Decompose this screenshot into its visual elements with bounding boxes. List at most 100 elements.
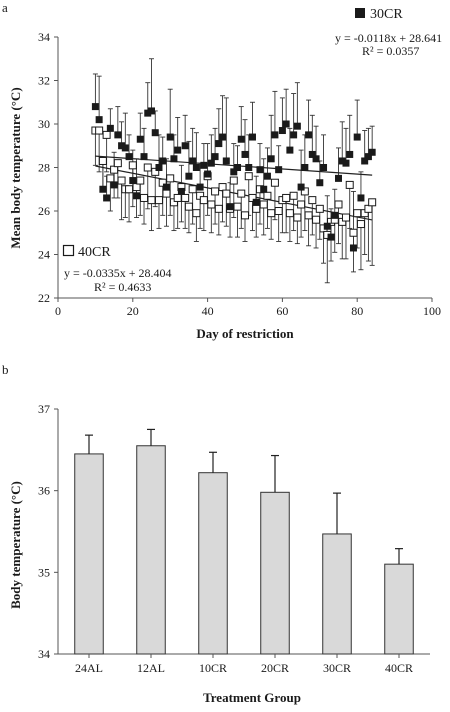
data-point-30CR (286, 146, 294, 154)
data-point-40CR (132, 183, 141, 192)
bar-10CR (198, 472, 228, 655)
data-point-40CR (315, 204, 324, 213)
data-point-30CR (162, 183, 170, 191)
data-point-40CR (192, 209, 201, 218)
data-point-30CR (234, 164, 242, 171)
data-point-40CR (166, 174, 175, 183)
data-point-30CR (245, 164, 253, 171)
data-point-30CR (278, 127, 286, 135)
data-point-40CR (263, 191, 272, 200)
x-tick-label: 20 (127, 304, 139, 318)
data-point-30CR (211, 153, 219, 161)
data-point-40CR (162, 189, 171, 198)
data-point-30CR (230, 168, 238, 176)
data-point-40CR (181, 193, 190, 202)
trendline-40CR (95, 165, 373, 221)
y-tick-label: 36 (38, 484, 50, 498)
data-point-30CR (267, 155, 275, 163)
data-point-30CR (200, 161, 208, 169)
data-point-40CR (349, 228, 358, 237)
data-point-30CR (174, 146, 182, 154)
data-point-40CR (188, 185, 197, 194)
data-point-30CR (290, 131, 298, 139)
data-point-40CR (128, 161, 137, 170)
data-point-30CR (297, 183, 305, 191)
data-point-30CR (185, 172, 193, 180)
series-40CR-error-bars (92, 130, 375, 284)
data-point-30CR (192, 164, 200, 171)
data-point-40CR (207, 200, 216, 209)
data-point-30CR (353, 133, 361, 141)
data-point-30CR (346, 150, 354, 158)
y-tick-label: 28 (38, 161, 50, 175)
data-point-30CR (133, 192, 141, 200)
panel-b-label: b (2, 362, 9, 377)
panel-a-scatter-chart: a Mean body temperature (°C) Day of rest… (2, 0, 442, 341)
bar-20CR (260, 491, 290, 655)
data-point-30CR (114, 131, 122, 139)
data-point-30CR (129, 177, 137, 185)
data-point-30CR (327, 233, 335, 241)
data-point-30CR (103, 194, 111, 202)
panel-b-bars (74, 428, 414, 655)
data-point-30CR (256, 166, 264, 174)
data-point-30CR (181, 142, 189, 150)
data-point-30CR (121, 144, 129, 152)
bar-24AL (74, 453, 104, 655)
panel-b-y-ticks: 34 35 36 37 (38, 402, 58, 661)
panel-a-x-axis-title: Day of restriction (196, 326, 294, 341)
data-point-30CR (335, 174, 342, 182)
data-point-40CR (214, 204, 223, 213)
y-tick-label: 26 (38, 204, 50, 218)
panel-b-y-axis-title: Body temperature (°C) (8, 481, 23, 609)
r-squared-30CR: R² = 0.0357 (362, 44, 419, 58)
equation-40CR: y = -0.0335x + 28.404 (64, 266, 172, 280)
data-point-40CR (353, 209, 362, 218)
x-tick-label-30CR: 30CR (323, 661, 351, 675)
data-point-30CR (357, 194, 365, 202)
y-tick-label: 30 (38, 117, 50, 131)
x-tick-label-12AL: 12AL (137, 661, 165, 675)
data-point-30CR (159, 157, 167, 165)
y-tick-label: 24 (38, 248, 50, 262)
data-point-30CR (316, 179, 324, 187)
data-point-40CR (173, 193, 182, 202)
data-point-30CR (275, 166, 283, 174)
data-point-40CR (356, 220, 365, 229)
series-40CR-points (91, 126, 377, 239)
data-point-40CR (158, 178, 167, 187)
data-point-30CR (136, 135, 144, 143)
y-tick-label: 32 (38, 74, 50, 88)
data-point-40CR (289, 191, 298, 200)
equation-30CR: y = -0.0118x + 28.641 (335, 31, 442, 45)
data-point-40CR (364, 204, 373, 213)
data-point-30CR (252, 198, 260, 206)
bar-40CR (384, 563, 414, 655)
data-point-40CR (293, 213, 302, 222)
data-point-30CR (177, 187, 185, 195)
data-point-30CR (364, 153, 372, 161)
data-point-40CR (211, 187, 220, 196)
y-tick-label: 34 (38, 30, 50, 44)
data-point-40CR (117, 176, 126, 185)
data-point-30CR (155, 164, 163, 171)
data-point-30CR (293, 122, 301, 130)
data-point-40CR (259, 200, 268, 209)
x-tick-label: 0 (55, 304, 61, 318)
data-point-30CR (95, 116, 103, 124)
data-point-30CR (226, 203, 234, 211)
data-point-30CR (99, 185, 107, 193)
data-point-30CR (106, 124, 114, 132)
data-point-40CR (151, 167, 160, 176)
data-point-30CR (125, 153, 133, 161)
data-point-30CR (361, 157, 369, 165)
y-tick-label: 34 (38, 647, 50, 661)
y-tick-label: 35 (38, 565, 50, 579)
data-point-30CR (338, 157, 346, 165)
legend-40CR-marker (62, 244, 75, 257)
data-point-30CR (196, 183, 204, 191)
data-point-30CR (166, 133, 174, 141)
data-point-30CR (312, 155, 320, 163)
data-point-40CR (312, 215, 321, 224)
data-point-30CR (148, 107, 155, 115)
